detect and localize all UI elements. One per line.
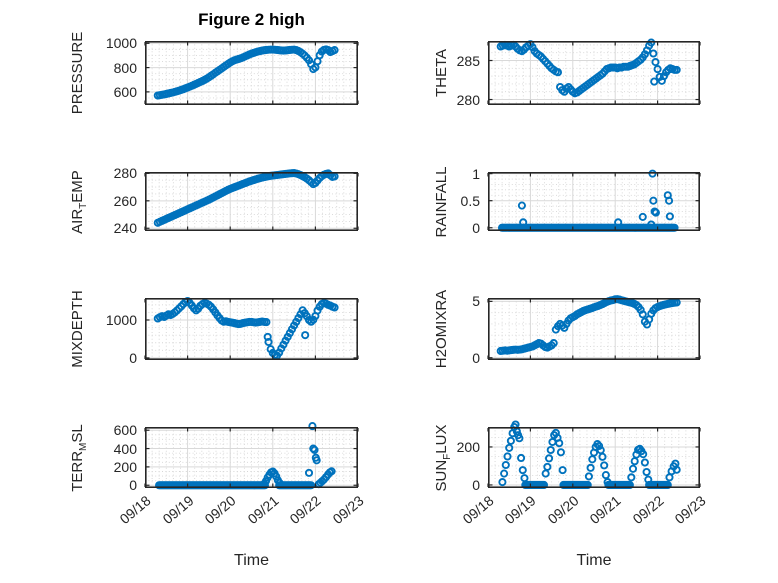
ytick-air_temp-280: 280 <box>113 165 137 182</box>
plot-mixdepth <box>144 296 359 361</box>
ytick-terr_msl-200: 200 <box>113 458 137 475</box>
plot-h2omixra <box>487 295 701 361</box>
ytick-h2omixra-5: 5 <box>472 293 480 310</box>
plot-theta <box>487 38 701 106</box>
ytick-rainfall-0: 0 <box>472 219 480 236</box>
scatter-series-sun_flux <box>498 420 681 490</box>
ylabel-text: AIR <box>69 208 86 234</box>
x-axis-label-left: Time <box>234 552 269 569</box>
ytick-theta-280: 280 <box>456 91 480 108</box>
x-axis-label-right: Time <box>576 552 612 569</box>
ylabel-text: MIXDEPTH <box>69 290 86 368</box>
y-axis-label-theta: THETA <box>433 0 451 148</box>
figure-title: Figure 2 high <box>198 10 305 29</box>
ytick-sun_flux-200: 200 <box>456 438 480 455</box>
ylabel-subscript: T <box>78 202 89 209</box>
plot-sun_flux <box>487 420 701 490</box>
scatter-series-air_temp <box>153 169 339 227</box>
plot-air_temp <box>144 169 359 232</box>
ylabel-text: TERR <box>69 450 86 492</box>
ytick-terr_msl-600: 600 <box>113 422 137 439</box>
ylabel-text: SUN <box>433 459 450 491</box>
ytick-h2omixra-0: 0 <box>472 349 480 366</box>
ytick-terr_msl-400: 400 <box>113 440 137 457</box>
y-axis-label-terr_msl: TERRMSL <box>69 383 89 533</box>
ytick-terr_msl-0: 0 <box>129 477 137 494</box>
ytick-rainfall-0.5: 0.5 <box>460 192 480 209</box>
ylabel-text: H2OMIXRA <box>433 289 450 369</box>
ylabel-text: THETA <box>433 48 450 98</box>
scatter-series-theta <box>496 38 681 98</box>
scatter-series-terr_msl <box>155 422 336 490</box>
ytick-rainfall-1: 1 <box>472 165 480 182</box>
ytick-air_temp-260: 260 <box>113 192 137 209</box>
scatter-series-mixdepth <box>153 296 339 360</box>
ylabel-text: RAINFALL <box>433 166 450 237</box>
plot-pressure <box>144 41 359 106</box>
ytick-pressure-600: 600 <box>113 83 137 100</box>
scatter-series-pressure <box>153 45 339 100</box>
y-axis-label-mixdepth: MIXDEPTH <box>69 254 87 404</box>
ytick-theta-285: 285 <box>456 52 480 69</box>
ylabel-subscript: M <box>78 442 89 451</box>
y-axis-label-pressure: PRESSURE <box>69 0 87 148</box>
ytick-air_temp-240: 240 <box>113 220 137 237</box>
plot-terr_msl <box>144 422 359 490</box>
y-axis-label-h2omixra: H2OMIXRA <box>433 254 451 404</box>
ylabel-subscript: F <box>442 453 453 460</box>
plot-rainfall <box>487 169 701 232</box>
ytick-pressure-1000: 1000 <box>105 35 137 52</box>
ytick-sun_flux-0: 0 <box>472 476 480 493</box>
ytick-mixdepth-1000: 1000 <box>105 311 137 328</box>
ylabel-text: PRESSURE <box>69 31 86 115</box>
scatter-series-h2omixra <box>496 295 681 356</box>
y-axis-label-sun_flux: SUNFLUX <box>433 383 453 533</box>
ylabel-text: SL <box>69 423 86 443</box>
ylabel-text: EMP <box>69 169 86 203</box>
ytick-mixdepth-0: 0 <box>129 349 137 366</box>
ytick-pressure-800: 800 <box>113 59 137 76</box>
ylabel-text: LUX <box>433 424 450 454</box>
